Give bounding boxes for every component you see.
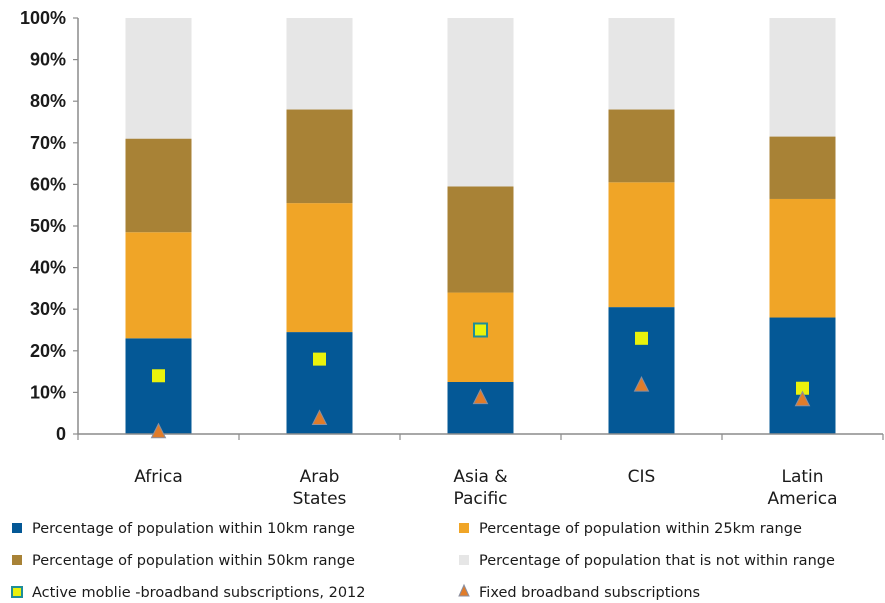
legend-item: Percentage of population within 50km ran… [12,553,355,569]
legend-label: Percentage of population within 10km ran… [32,521,355,537]
y-tick-label: 90% [30,50,66,70]
fixed-broadband-marker [633,376,650,392]
legend-item: Percentage of population that is not wit… [459,553,835,569]
fixed-broadband-marker [472,388,489,405]
legend-label: Fixed broadband subscriptions [479,585,700,601]
bar-segment [286,203,353,333]
bar-segment [286,18,353,110]
mobile-broadband-marker [796,381,809,395]
x-tick-label: Latin [781,467,823,487]
mobile-broadband-marker [152,369,165,383]
bar-segment [769,198,836,318]
bar-segment [447,186,514,293]
bar-segment [125,232,192,339]
x-tick-label: Asia & [453,467,507,487]
y-tick-label: 80% [30,91,66,111]
bar-segment [769,136,836,199]
legend-swatch [12,555,22,565]
x-tick-label: America [767,489,837,509]
bar-segment [769,18,836,137]
bar-segment [608,109,675,183]
bar-segment [125,338,192,434]
legend-swatch [11,586,23,598]
legend-swatch [459,555,469,565]
legend: Percentage of population within 10km ran… [11,521,835,601]
legend-item: Fixed broadband subscriptions [458,583,700,601]
legend-label: Percentage of population within 25km ran… [479,521,802,537]
legend-label: Percentage of population within 50km ran… [32,553,355,569]
bar-segment [447,18,514,187]
markers [150,322,811,439]
x-tick-label: States [293,489,347,509]
bar-segment [608,182,675,308]
y-tick-label: 100% [20,8,66,28]
y-tick-label: 50% [30,216,66,236]
legend-item: Active moblie -broadband subscriptions, … [11,585,366,601]
legend-label: Percentage of population that is not wit… [479,553,835,569]
y-tick-label: 30% [30,299,66,319]
axes [73,17,884,440]
y-tick-label: 60% [30,174,66,194]
bar-segment [286,109,353,204]
y-tick-label: 20% [30,341,66,361]
legend-swatch [458,583,470,597]
y-tick-label: 40% [30,258,66,278]
y-tick-label: 70% [30,133,66,153]
bar-segment [608,307,675,434]
y-tick-label: 0 [56,424,66,444]
bar-segment [125,18,192,139]
legend-item: Percentage of population within 25km ran… [459,521,802,537]
fixed-broadband-marker [311,409,328,425]
x-tick-label: Pacific [453,489,507,509]
bars [125,18,836,434]
fixed-broadband-marker [150,422,167,439]
x-tick-label: Arab [300,467,340,487]
fixed-broadband-marker [794,390,811,407]
x-tick-label: Africa [134,467,183,487]
legend-swatch [12,523,22,533]
legend-swatch [459,523,469,533]
mobile-broadband-marker [473,322,488,338]
mobile-broadband-marker [635,331,648,345]
bar-segment [769,317,836,434]
x-tick-label: CIS [628,467,656,487]
bar-segment [608,18,675,110]
legend-item: Percentage of population within 10km ran… [12,521,355,537]
mobile-broadband-marker [313,352,326,366]
y-tick-label: 10% [30,382,66,402]
legend-label: Active moblie -broadband subscriptions, … [32,585,366,601]
y-axis-ticks: 0 10% 20% 30% 40% 50% 60% 70% 80% 90% 100% [20,8,66,444]
bar-segment [125,138,192,233]
